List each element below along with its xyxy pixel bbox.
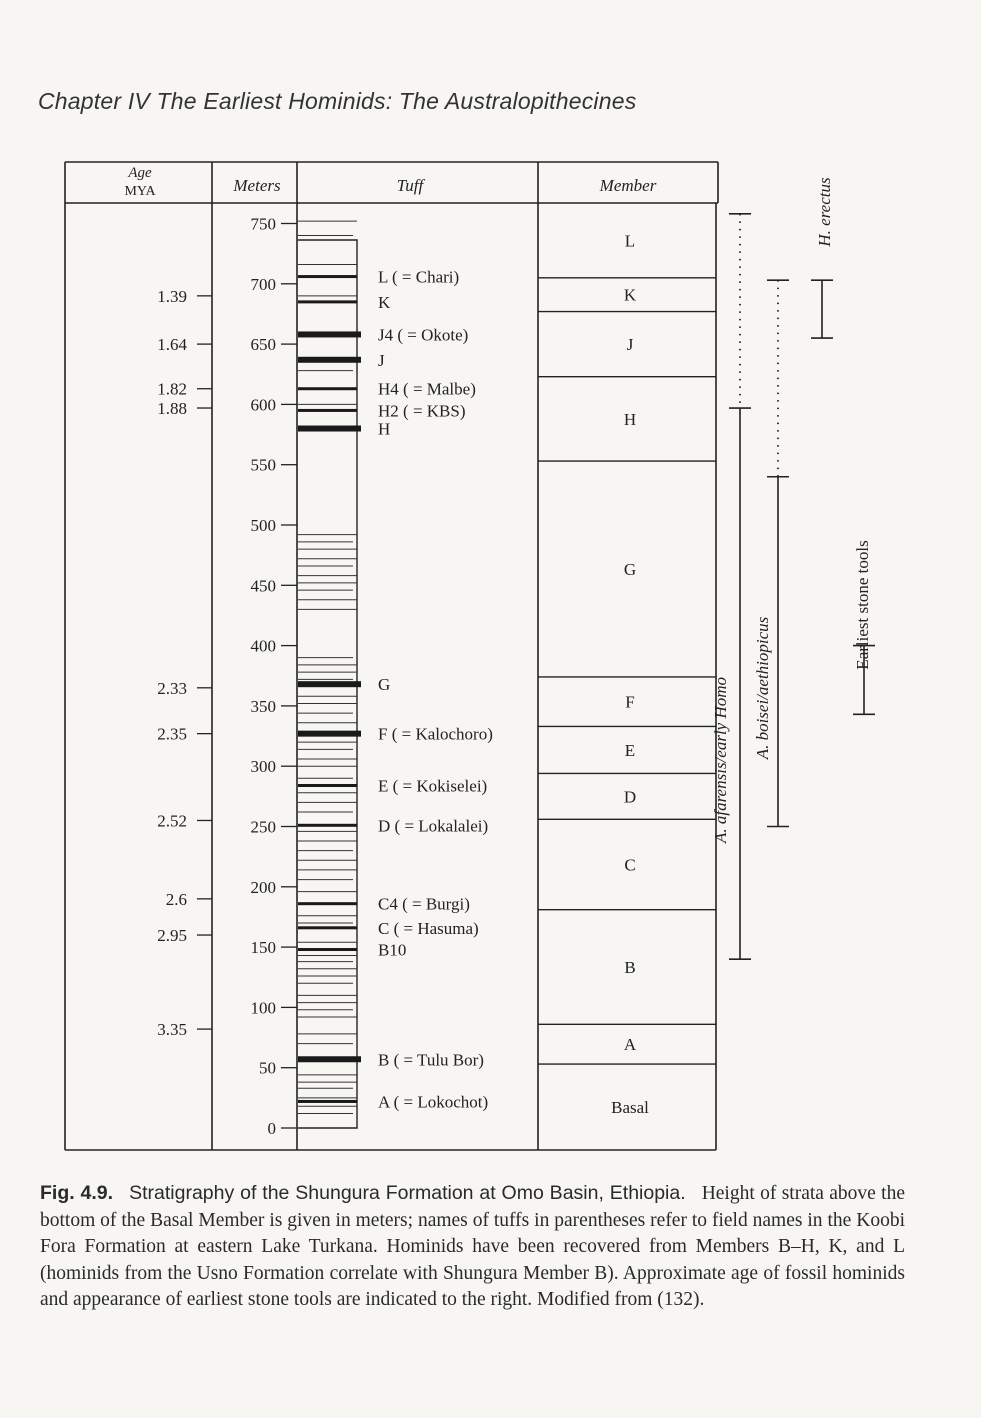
strata-column <box>298 220 361 1129</box>
member-label: K <box>624 286 637 305</box>
tuff-band <box>298 356 361 363</box>
range-label: Earliest stone tools <box>853 540 872 669</box>
tuff-label: C ( = Hasuma) <box>378 919 479 938</box>
tuff-band <box>298 331 361 338</box>
age-scale: 1.39 1.64 1.821.88 2.33 2.35 2.52 2.6 2.95 3.35 <box>157 287 212 1039</box>
member-label: A <box>624 1035 637 1054</box>
caption-label: Fig. 4.9. <box>40 1182 114 1204</box>
meter-tick-label: 450 <box>251 576 277 595</box>
member-label: B <box>624 958 635 977</box>
header-age: Age <box>127 165 152 181</box>
tuff-band <box>298 408 357 412</box>
meter-scale: 0 50 100 150 200 250 300 350 400 450 500 550 600 650 7… <box>251 215 297 1138</box>
age-label: 2.95 <box>157 926 187 945</box>
tuff-label: J <box>378 351 385 370</box>
tuff-label: E ( = Kokiselei) <box>378 776 487 795</box>
member-label: C <box>624 855 635 874</box>
age-label: 1.64 <box>157 335 187 354</box>
hominid-ranges: A. afarensis/early Homo A. boisei/aethiop… <box>711 177 875 960</box>
tuff-labels: L ( = Chari) K J4 ( = Okote) J H4 ( = Malbe)… <box>378 268 493 1112</box>
age-label: 2.33 <box>157 679 187 698</box>
member-label: F <box>625 693 634 712</box>
tuff-band <box>298 948 357 952</box>
tuff-label: K <box>378 293 391 312</box>
age-label: 1.88 <box>157 399 187 418</box>
meter-tick-label: 350 <box>251 697 277 716</box>
range-label: A. boisei/aethiopicus <box>753 616 772 760</box>
age-label: 3.35 <box>157 1020 187 1039</box>
meter-tick-label: 700 <box>251 275 277 294</box>
tuff-label: L ( = Chari) <box>378 268 459 287</box>
meter-tick-label: 500 <box>251 516 277 535</box>
meter-tick-label: 400 <box>251 637 277 656</box>
member-label: G <box>624 560 636 579</box>
tuff-band <box>298 823 357 827</box>
tuff-label: H <box>378 420 390 439</box>
tuff-label: B10 <box>378 941 406 960</box>
tuff-band <box>298 783 357 787</box>
tuff-band <box>298 902 357 906</box>
tuff-label: J4 ( = Okote) <box>378 325 468 344</box>
caption-text: Height of strata above the bottom of the… <box>40 1183 905 1310</box>
age-label: 2.6 <box>166 890 187 909</box>
tuff-label: H2 ( = KBS) <box>378 401 466 420</box>
member-label: Basal <box>611 1098 649 1117</box>
tuff-band <box>298 387 357 391</box>
meter-tick-label: 0 <box>268 1119 277 1138</box>
member-label: E <box>625 741 635 760</box>
meter-tick-label: 750 <box>251 215 277 234</box>
tuff-band <box>298 300 357 304</box>
tuff-band <box>298 926 357 930</box>
range-label: H. erectus <box>815 177 834 248</box>
meter-tick-label: 600 <box>251 395 277 414</box>
tuff-band <box>298 1099 357 1103</box>
meter-tick-label: 200 <box>251 878 277 897</box>
tuff-band <box>298 730 361 737</box>
header-mya: MYA <box>124 184 156 199</box>
member-label: L <box>625 231 635 250</box>
stratigraphy-figure: Age MYA Meters Tuff Member 0 50 100 150 200 2… <box>64 161 875 1151</box>
tuff-label: F ( = Kalochoro) <box>378 725 493 744</box>
chapter-title: Chapter IV The Earliest Hominids: The Au… <box>38 88 637 114</box>
age-label: 2.52 <box>157 811 187 830</box>
meter-tick-label: 550 <box>251 456 277 475</box>
tuff-band <box>298 681 361 688</box>
header-member: Member <box>599 176 657 195</box>
tuff-label: H4 ( = Malbe) <box>378 380 476 399</box>
tuff-label: D ( = Lokalalei) <box>378 816 488 835</box>
table-frame <box>64 161 719 1151</box>
meter-tick-label: 250 <box>251 818 277 837</box>
member-column: L K J H G F E D C B A Basal <box>538 231 716 1117</box>
meter-tick-label: 650 <box>251 335 277 354</box>
tuff-label: C4 ( = Burgi) <box>378 895 470 914</box>
tuff-label: B ( = Tulu Bor) <box>378 1050 484 1069</box>
member-label: J <box>627 335 634 354</box>
tuff-band <box>298 275 357 279</box>
meter-tick-label: 150 <box>251 938 277 957</box>
member-label: D <box>624 787 636 806</box>
tuff-band <box>298 425 361 432</box>
member-label: H <box>624 410 636 429</box>
age-label: 1.82 <box>157 380 187 399</box>
header-meters: Meters <box>232 176 281 195</box>
meter-tick-label: 300 <box>251 757 277 776</box>
tuff-band <box>298 1056 361 1063</box>
age-label: 2.35 <box>157 725 187 744</box>
header-tuff: Tuff <box>397 176 426 195</box>
tuff-label: A ( = Lokochot) <box>378 1092 488 1111</box>
range-label: A. afarensis/early Homo <box>711 677 730 844</box>
tuff-label: G <box>378 675 390 694</box>
meter-tick-label: 100 <box>251 998 277 1017</box>
age-label: 1.39 <box>157 287 187 306</box>
caption-title: Stratigraphy of the Shungura Formation a… <box>129 1182 686 1204</box>
meter-tick-label: 50 <box>259 1059 276 1078</box>
figure-caption: Fig. 4.9. Stratigraphy of the Shungura F… <box>40 1180 905 1314</box>
